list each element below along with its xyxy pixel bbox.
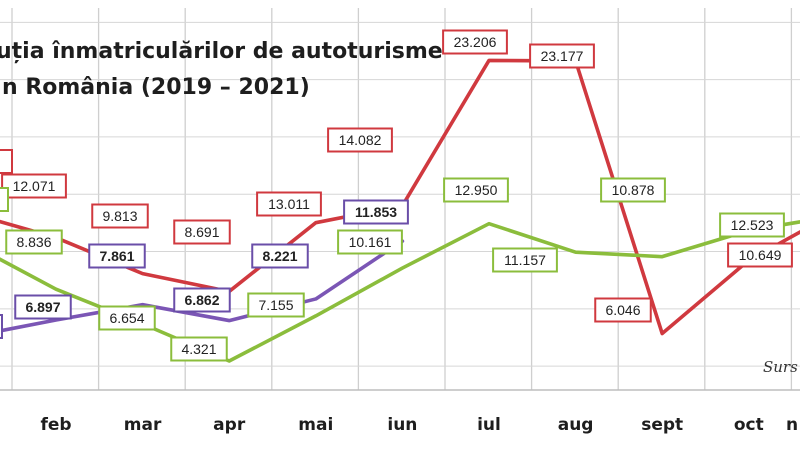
data-label-box	[442, 29, 508, 55]
data-label-text: 6.897	[25, 299, 60, 315]
data-label-text: 9.813	[102, 208, 137, 224]
data-label-text: 10.161	[349, 234, 392, 250]
data-label-text: 13.011	[268, 196, 310, 212]
data-label-box	[251, 243, 309, 269]
data-label-text: 12.950	[455, 182, 498, 198]
data-label: 10.878	[600, 177, 666, 203]
chart-title-line-2: n România (2019 – 2021)	[2, 75, 310, 100]
data-label: 23.177	[529, 43, 595, 69]
data-label: 11.157	[492, 247, 558, 273]
data-label-text: 6.046	[605, 302, 640, 318]
data-label-box	[1, 173, 67, 199]
data-label-text: 12.071	[13, 178, 56, 194]
data-label-text: 4.321	[181, 341, 216, 357]
data-label-box	[173, 287, 231, 313]
x-tick-label: iun	[387, 415, 417, 435]
data-label-box	[343, 199, 409, 225]
data-label: 10.649	[727, 242, 793, 268]
x-tick-label: aug	[558, 415, 594, 435]
x-tick-label: mai	[298, 415, 333, 435]
x-axis: feb mar apr mai iun iul aug sept oct n	[40, 415, 798, 435]
data-label: 23.206	[442, 29, 508, 55]
chart-title-line-1: uția înmatriculărilor de autoturisme	[0, 39, 443, 64]
data-label-box	[719, 212, 785, 238]
data-label-text: 10.649	[739, 247, 782, 263]
data-label-text: 11.853	[355, 204, 397, 220]
data-label-text: 10.878	[612, 182, 655, 198]
x-tick-label: iul	[477, 415, 501, 435]
data-label-text: 8.836	[16, 234, 51, 250]
data-label-text: 23.177	[541, 48, 584, 64]
data-label-text: 11.157	[504, 252, 546, 268]
data-label-box	[594, 297, 652, 323]
data-label-box	[443, 177, 509, 203]
chart-title: uția înmatriculărilor de autoturisme n R…	[0, 39, 443, 100]
data-label: 6.654	[98, 305, 156, 331]
data-label-box	[529, 43, 595, 69]
data-label-box	[337, 229, 403, 255]
data-label-text: 6.862	[184, 292, 219, 308]
data-label: 7.861	[88, 243, 146, 269]
data-label: 9.813	[91, 203, 149, 229]
data-label: 8.221	[251, 243, 309, 269]
series-line	[0, 239, 405, 333]
data-label: 13.011	[256, 191, 322, 217]
data-label-box	[327, 127, 393, 153]
x-tick-label: sept	[641, 415, 683, 435]
data-label-box	[5, 229, 63, 255]
data-label-box	[492, 247, 558, 273]
data-label: 8.691	[173, 219, 231, 245]
clipped-data-label	[0, 149, 13, 174]
data-label-box	[98, 305, 156, 331]
data-label-box	[91, 203, 149, 229]
data-label: 6.046	[594, 297, 652, 323]
value-labels: 12.071 9.813 8.691 13.011 14.082 23.206 23.177…	[0, 29, 793, 362]
data-label-box	[14, 294, 72, 320]
data-label: 12.523	[719, 212, 785, 238]
x-tick-label: feb	[40, 415, 71, 435]
data-label-box	[727, 242, 793, 268]
data-label-box	[600, 177, 666, 203]
clipped-data-label	[0, 314, 3, 339]
data-label: 7.155	[247, 292, 305, 318]
data-label-text: 14.082	[339, 132, 382, 148]
source-label: Surs	[763, 358, 798, 376]
data-label-box	[88, 243, 146, 269]
data-label-text: 8.691	[184, 224, 219, 240]
data-label-box	[173, 219, 231, 245]
data-label: 4.321	[170, 336, 228, 362]
x-tick-label: oct	[734, 415, 764, 435]
data-label-text: 7.861	[99, 248, 134, 264]
clipped-data-label	[0, 187, 9, 212]
data-label-text: 23.206	[454, 34, 497, 50]
data-label-box	[256, 191, 322, 217]
data-label-box	[170, 336, 228, 362]
data-label: 14.082	[327, 127, 393, 153]
data-label-text: 8.221	[262, 248, 297, 264]
data-label: 8.836	[5, 229, 63, 255]
data-label-box	[247, 292, 305, 318]
x-tick-label-clipped: n	[786, 415, 798, 435]
x-tick-label: apr	[213, 415, 246, 435]
series-line	[0, 58, 800, 336]
grid	[0, 8, 800, 391]
data-label: 10.161	[337, 229, 403, 255]
data-label-text: 6.654	[109, 310, 144, 326]
data-label: 12.950	[443, 177, 509, 203]
data-label-text: 12.523	[731, 217, 774, 233]
data-label: 6.862	[173, 287, 231, 313]
data-label: 12.071	[1, 173, 67, 199]
x-tick-label: mar	[124, 415, 162, 435]
data-label-text: 7.155	[258, 297, 293, 313]
data-label: 11.853	[343, 199, 409, 225]
data-label: 6.897	[14, 294, 72, 320]
